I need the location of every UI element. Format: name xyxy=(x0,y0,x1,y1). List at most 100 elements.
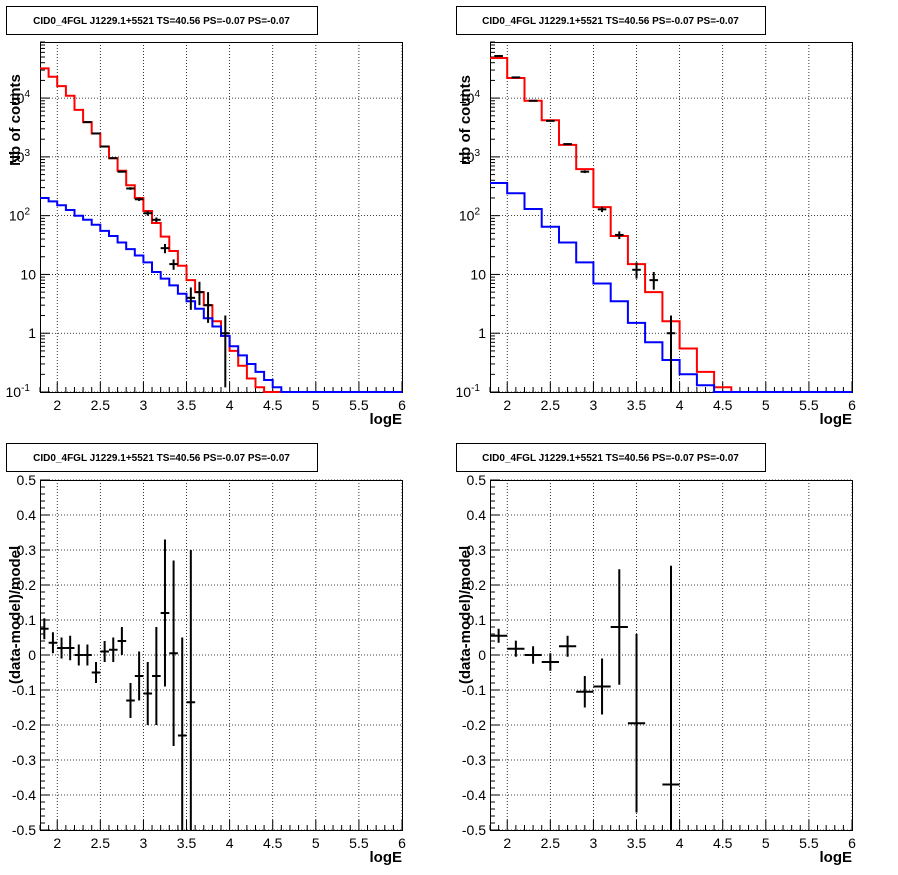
x-tick-label: 2.5 xyxy=(541,397,561,413)
data-point xyxy=(143,211,153,216)
data-point xyxy=(524,646,542,664)
data-point xyxy=(117,627,127,655)
y-tick-label: 104 xyxy=(459,89,481,106)
data-point xyxy=(48,632,58,654)
y-axis-label: (data-model)/model xyxy=(457,546,474,684)
data-point xyxy=(160,243,170,254)
chart-title: CID0_4FGL J1229.1+5521 TS=40.56 PS=-0.07… xyxy=(482,16,739,27)
chart-title: CID0_4FGL J1229.1+5521 TS=40.56 PS=-0.07… xyxy=(33,453,290,464)
x-tick-label: 3 xyxy=(590,397,598,413)
x-tick-label: 6 xyxy=(398,397,406,413)
x-tick-label: 3 xyxy=(140,397,148,413)
y-tick-label: 103 xyxy=(459,148,481,165)
x-tick-label: 3.5 xyxy=(177,397,197,413)
x-tick-label: 3 xyxy=(590,835,598,851)
x-tick-label: 4 xyxy=(226,835,234,851)
y-tick-label: 0.5 xyxy=(17,472,37,488)
data-point xyxy=(134,197,144,201)
data-point xyxy=(186,287,196,310)
y-tick-label: 0.3 xyxy=(467,542,487,558)
y-tick-label: 0.4 xyxy=(467,507,487,523)
data-point xyxy=(494,55,503,58)
x-tick-label: 2.5 xyxy=(91,397,111,413)
x-tick-label: 2.5 xyxy=(541,835,561,851)
data-point xyxy=(117,170,127,173)
x-tick-label: 5 xyxy=(762,397,770,413)
data-point xyxy=(649,272,659,290)
y-tick-label: 104 xyxy=(9,89,31,106)
title-box xyxy=(456,6,766,35)
y-tick-label: 10 xyxy=(470,266,486,282)
x-tick-label: 4.5 xyxy=(263,397,283,413)
y-tick-label: 1 xyxy=(28,325,36,341)
data-point xyxy=(100,641,109,662)
chart-title: CID0_4FGL J1229.1+5521 TS=40.56 PS=-0.07… xyxy=(482,453,739,464)
data-point xyxy=(546,119,555,122)
data-point xyxy=(203,292,213,323)
title-box xyxy=(6,443,318,472)
y-tick-label: 0.5 xyxy=(467,472,487,488)
y-tick-label: -0.5 xyxy=(12,822,36,838)
data-point xyxy=(169,560,178,746)
data-point xyxy=(152,627,161,725)
data-point xyxy=(108,157,118,160)
data-point xyxy=(541,653,559,671)
data-point xyxy=(186,550,196,830)
x-tick-label: 5 xyxy=(312,397,320,413)
data-point xyxy=(597,206,607,213)
data-point xyxy=(563,143,572,146)
data-point xyxy=(511,76,521,79)
data-point xyxy=(126,683,135,718)
data-point xyxy=(108,637,118,662)
y-tick-label: -0.2 xyxy=(12,717,36,733)
data-point xyxy=(593,658,611,715)
data-point xyxy=(490,628,508,643)
y-tick-label: 10-1 xyxy=(456,383,481,400)
x-tick-label: 2 xyxy=(503,835,511,851)
y-tick-label: 102 xyxy=(459,207,481,224)
data-point xyxy=(91,662,101,683)
data-point xyxy=(126,187,135,190)
data-point xyxy=(83,644,92,666)
x-tick-label: 5 xyxy=(312,835,320,851)
y-tick-label: -0.4 xyxy=(462,787,486,803)
data-point xyxy=(134,651,144,701)
series-line-2 xyxy=(40,197,402,393)
data-point xyxy=(195,281,204,306)
title-box xyxy=(6,6,318,35)
x-tick-label: 4 xyxy=(676,397,684,413)
y-tick-label: -0.4 xyxy=(12,787,36,803)
y-tick-label: 10-1 xyxy=(6,383,31,400)
title-box xyxy=(456,443,766,472)
y-axis-label: (data-model)/model xyxy=(7,546,24,684)
x-tick-label: 5.5 xyxy=(799,835,819,851)
x-tick-label: 2.5 xyxy=(91,835,111,851)
data-point xyxy=(507,640,525,657)
x-axis-label: logE xyxy=(820,849,853,866)
data-point xyxy=(221,315,230,388)
y-axis-label: nb of counts xyxy=(457,75,474,165)
y-tick-label: -0.1 xyxy=(12,682,36,698)
data-point xyxy=(627,634,646,813)
y-tick-label: -0.2 xyxy=(462,717,486,733)
y-tick-label: 0.1 xyxy=(17,612,37,628)
y-tick-label: 0 xyxy=(28,647,36,663)
x-tick-label: 5.5 xyxy=(349,397,369,413)
chart-panel-2: CID0_4FGL J1229.1+5521 TS=40.56 PS=-0.07… xyxy=(456,6,856,428)
data-point xyxy=(632,262,641,279)
y-tick-label: 0.3 xyxy=(17,542,37,558)
x-tick-label: 4 xyxy=(676,835,684,851)
data-point xyxy=(614,231,624,240)
chart-panel-4: CID0_4FGL J1229.1+5521 TS=40.56 PS=-0.07… xyxy=(456,443,856,866)
y-axis-label: Nb of counts xyxy=(7,74,24,166)
x-tick-label: 5.5 xyxy=(349,835,369,851)
x-tick-label: 4.5 xyxy=(713,835,733,851)
data-point xyxy=(169,259,178,270)
series-line-1 xyxy=(40,67,402,393)
plot-frame xyxy=(490,42,853,393)
data-point xyxy=(160,539,170,687)
y-tick-label: -0.1 xyxy=(462,682,486,698)
x-axis-label: logE xyxy=(370,849,403,866)
x-tick-label: 6 xyxy=(848,835,856,851)
data-point xyxy=(152,217,161,223)
